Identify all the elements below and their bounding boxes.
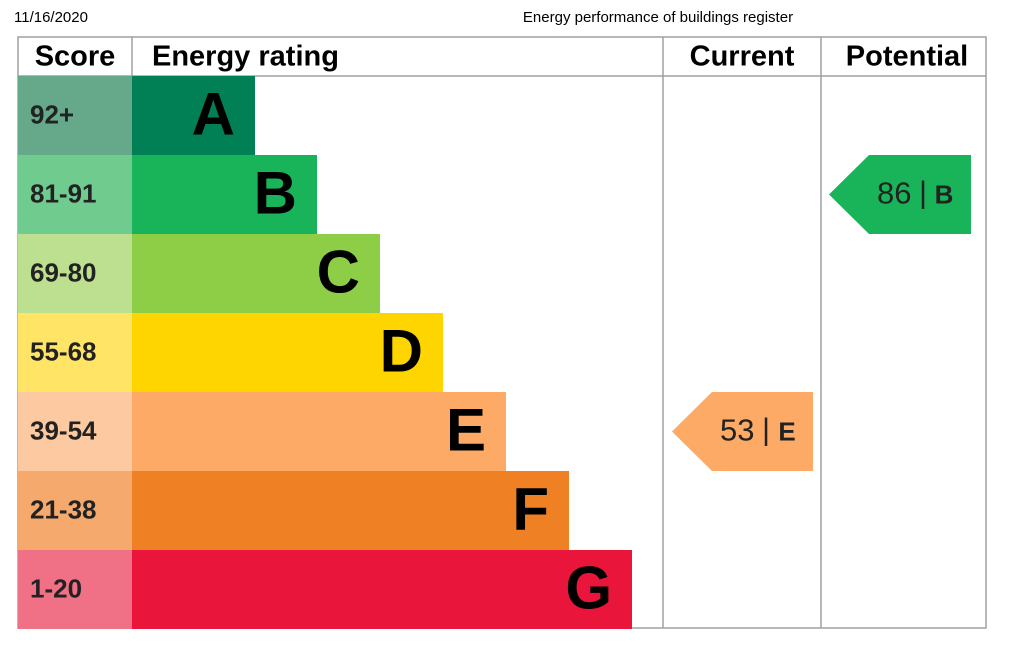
rating-letter: C bbox=[317, 238, 360, 305]
rating-bar bbox=[132, 392, 506, 471]
score-cell bbox=[18, 155, 132, 234]
score-range: 92+ bbox=[30, 99, 74, 129]
score-range: 81-91 bbox=[30, 178, 97, 208]
page-title: Energy performance of buildings register bbox=[523, 9, 793, 26]
rating-letter: A bbox=[192, 80, 235, 147]
score-cell bbox=[18, 76, 132, 155]
rating-bar bbox=[132, 313, 443, 392]
rating-letter: F bbox=[512, 475, 549, 542]
score-range: 1-20 bbox=[30, 573, 82, 603]
score-cell bbox=[18, 471, 132, 550]
score-range: 55-68 bbox=[30, 336, 97, 366]
date: 11/16/2020 bbox=[14, 9, 88, 26]
rating-bar bbox=[132, 234, 380, 313]
potential-score: 86 bbox=[877, 176, 911, 211]
score-cell bbox=[18, 313, 132, 392]
rating-letter: E bbox=[446, 396, 486, 463]
rating-bar bbox=[132, 76, 255, 155]
current-score: 53 bbox=[720, 413, 754, 448]
current-separator: | bbox=[762, 412, 770, 447]
score-cell bbox=[18, 392, 132, 471]
column-header: Current bbox=[690, 41, 795, 73]
current-rating: E bbox=[778, 416, 795, 446]
rating-bar bbox=[132, 550, 632, 629]
score-cell bbox=[18, 550, 132, 629]
potential-rating: B bbox=[935, 179, 954, 209]
rating-bar bbox=[132, 155, 317, 234]
score-range: 69-80 bbox=[30, 257, 97, 287]
score-range: 39-54 bbox=[30, 415, 97, 445]
rating-bar bbox=[132, 471, 569, 550]
column-header: Potential bbox=[846, 41, 968, 73]
column-header: Energy rating bbox=[152, 41, 339, 73]
rating-letter: D bbox=[380, 317, 423, 384]
potential-separator: | bbox=[919, 175, 927, 210]
rating-letter: G bbox=[565, 554, 612, 621]
column-header: Score bbox=[35, 41, 116, 73]
rating-letter: B bbox=[254, 159, 297, 226]
score-cell bbox=[18, 234, 132, 313]
current-arrow bbox=[672, 392, 813, 471]
score-range: 21-38 bbox=[30, 494, 97, 524]
potential-arrow bbox=[829, 155, 971, 234]
